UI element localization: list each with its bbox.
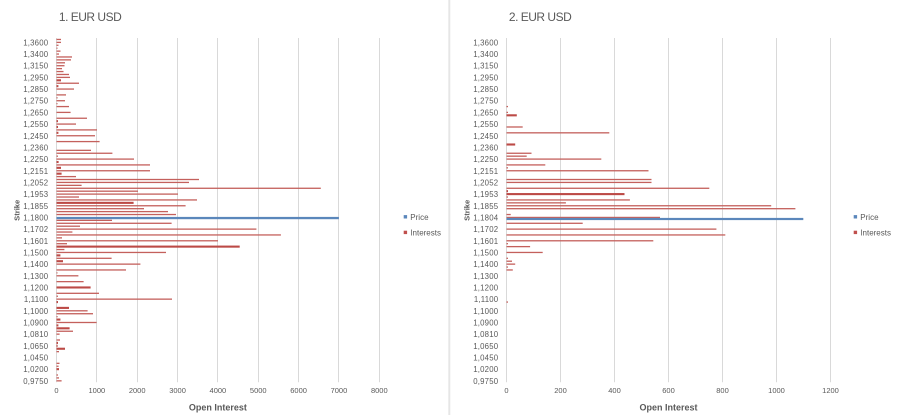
svg-text:600: 600 <box>662 386 675 395</box>
svg-text:2. EUR USD: 2. EUR USD <box>509 10 572 24</box>
svg-text:1,1601: 1,1601 <box>23 237 48 246</box>
svg-text:8000: 8000 <box>371 386 388 395</box>
svg-text:1,1702: 1,1702 <box>473 225 498 234</box>
svg-text:1,2360: 1,2360 <box>23 143 49 152</box>
svg-text:1,3400: 1,3400 <box>23 50 49 59</box>
svg-text:1000: 1000 <box>89 386 106 395</box>
svg-text:Strike: Strike <box>12 200 21 221</box>
svg-text:1,3600: 1,3600 <box>23 38 49 47</box>
svg-text:1,1300: 1,1300 <box>23 272 49 281</box>
svg-text:1,1855: 1,1855 <box>473 202 499 211</box>
svg-text:Open Interest: Open Interest <box>639 403 697 413</box>
svg-text:Open Interest: Open Interest <box>189 403 247 413</box>
svg-text:1,1300: 1,1300 <box>473 272 499 281</box>
svg-text:1,2650: 1,2650 <box>473 108 499 117</box>
svg-text:1,2052: 1,2052 <box>473 178 498 187</box>
svg-text:0,9750: 0,9750 <box>23 377 49 386</box>
svg-text:1,2550: 1,2550 <box>473 120 499 129</box>
svg-text:1,1400: 1,1400 <box>473 260 499 269</box>
svg-text:400: 400 <box>608 386 621 395</box>
svg-text:1,1953: 1,1953 <box>473 190 498 199</box>
svg-text:1,1953: 1,1953 <box>23 190 48 199</box>
svg-text:Interests: Interests <box>410 228 441 237</box>
svg-text:1,1601: 1,1601 <box>473 237 498 246</box>
svg-text:1,2250: 1,2250 <box>23 155 49 164</box>
svg-text:1,1500: 1,1500 <box>473 248 499 257</box>
svg-text:1,0650: 1,0650 <box>23 342 49 351</box>
svg-text:6000: 6000 <box>290 386 307 395</box>
svg-text:1,1100: 1,1100 <box>474 295 499 304</box>
svg-text:200: 200 <box>554 386 567 395</box>
svg-text:3000: 3000 <box>169 386 186 395</box>
svg-text:1,0810: 1,0810 <box>23 330 49 339</box>
svg-text:1,2450: 1,2450 <box>473 132 499 141</box>
svg-text:Price: Price <box>860 213 879 222</box>
svg-text:1,1100: 1,1100 <box>24 295 49 304</box>
svg-text:0: 0 <box>504 386 508 395</box>
svg-text:1,2151: 1,2151 <box>473 167 498 176</box>
svg-text:1,2850: 1,2850 <box>473 85 499 94</box>
svg-text:7000: 7000 <box>331 386 348 395</box>
svg-text:0,9750: 0,9750 <box>473 377 499 386</box>
svg-text:1,3150: 1,3150 <box>23 62 49 71</box>
svg-text:1,2750: 1,2750 <box>473 97 499 106</box>
svg-text:1,1800: 1,1800 <box>23 213 49 222</box>
svg-text:1200: 1200 <box>822 386 839 395</box>
svg-text:1,2850: 1,2850 <box>23 85 49 94</box>
svg-text:1,1000: 1,1000 <box>23 307 49 316</box>
svg-text:1,2052: 1,2052 <box>23 178 48 187</box>
svg-text:1,2151: 1,2151 <box>23 167 48 176</box>
svg-text:Price: Price <box>410 213 429 222</box>
svg-text:800: 800 <box>716 386 729 395</box>
svg-text:1,0450: 1,0450 <box>473 354 499 363</box>
svg-text:1. EUR USD: 1. EUR USD <box>59 10 122 24</box>
svg-text:1,0200: 1,0200 <box>473 365 499 374</box>
svg-text:1,2650: 1,2650 <box>23 108 49 117</box>
svg-text:1,2750: 1,2750 <box>23 97 49 106</box>
svg-text:1,1000: 1,1000 <box>473 307 499 316</box>
svg-text:1,2950: 1,2950 <box>473 73 499 82</box>
svg-text:1,2360: 1,2360 <box>473 143 499 152</box>
svg-text:1,0810: 1,0810 <box>473 330 499 339</box>
svg-text:Interests: Interests <box>860 228 891 237</box>
svg-text:1,0900: 1,0900 <box>23 318 49 327</box>
svg-text:1000: 1000 <box>768 386 785 395</box>
svg-text:1,0650: 1,0650 <box>473 342 499 351</box>
svg-text:1,2250: 1,2250 <box>473 155 499 164</box>
svg-text:1,1200: 1,1200 <box>473 283 499 292</box>
svg-text:2000: 2000 <box>129 386 146 395</box>
svg-text:1,0900: 1,0900 <box>473 318 499 327</box>
svg-text:1,1500: 1,1500 <box>23 248 49 257</box>
svg-text:1,1200: 1,1200 <box>23 283 49 292</box>
svg-text:1,1702: 1,1702 <box>23 225 48 234</box>
svg-text:4000: 4000 <box>210 386 227 395</box>
svg-text:1,0200: 1,0200 <box>23 365 49 374</box>
svg-text:Strike: Strike <box>462 200 471 221</box>
svg-text:1,1804: 1,1804 <box>473 213 499 222</box>
svg-text:1,1400: 1,1400 <box>23 260 49 269</box>
svg-text:5000: 5000 <box>250 386 267 395</box>
svg-text:1,2950: 1,2950 <box>23 73 49 82</box>
svg-text:1,3150: 1,3150 <box>473 62 499 71</box>
svg-text:1,1855: 1,1855 <box>23 202 49 211</box>
svg-text:1,3600: 1,3600 <box>473 38 499 47</box>
svg-text:0: 0 <box>54 386 58 395</box>
svg-text:1,3400: 1,3400 <box>473 50 499 59</box>
svg-text:1,0450: 1,0450 <box>23 354 49 363</box>
svg-text:1,2550: 1,2550 <box>23 120 49 129</box>
svg-text:1,2450: 1,2450 <box>23 132 49 141</box>
